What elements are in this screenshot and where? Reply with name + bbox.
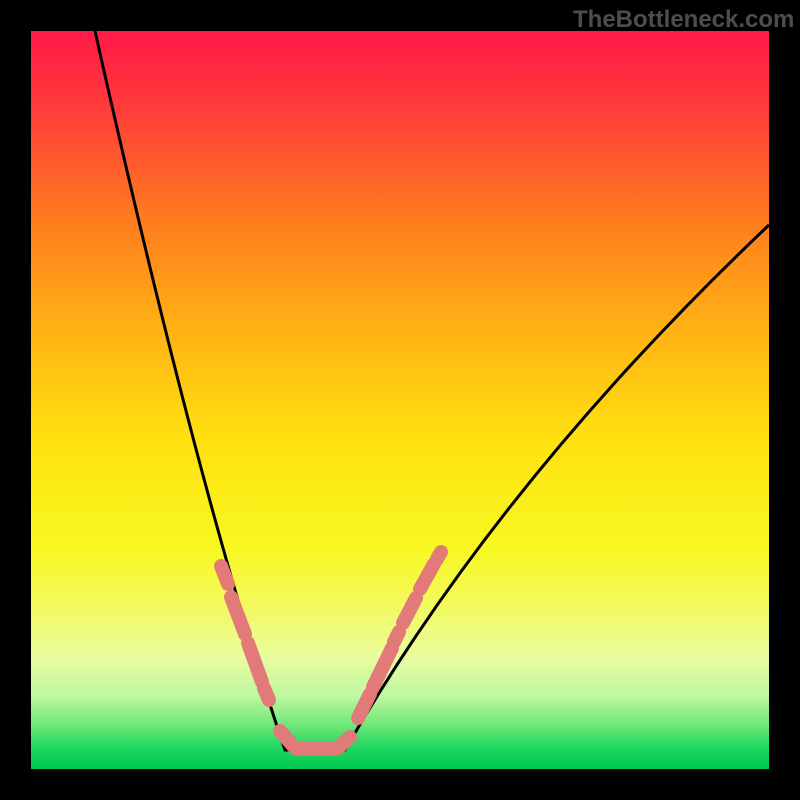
chart-svg	[0, 0, 800, 800]
watermark-text: TheBottleneck.com	[573, 6, 794, 34]
